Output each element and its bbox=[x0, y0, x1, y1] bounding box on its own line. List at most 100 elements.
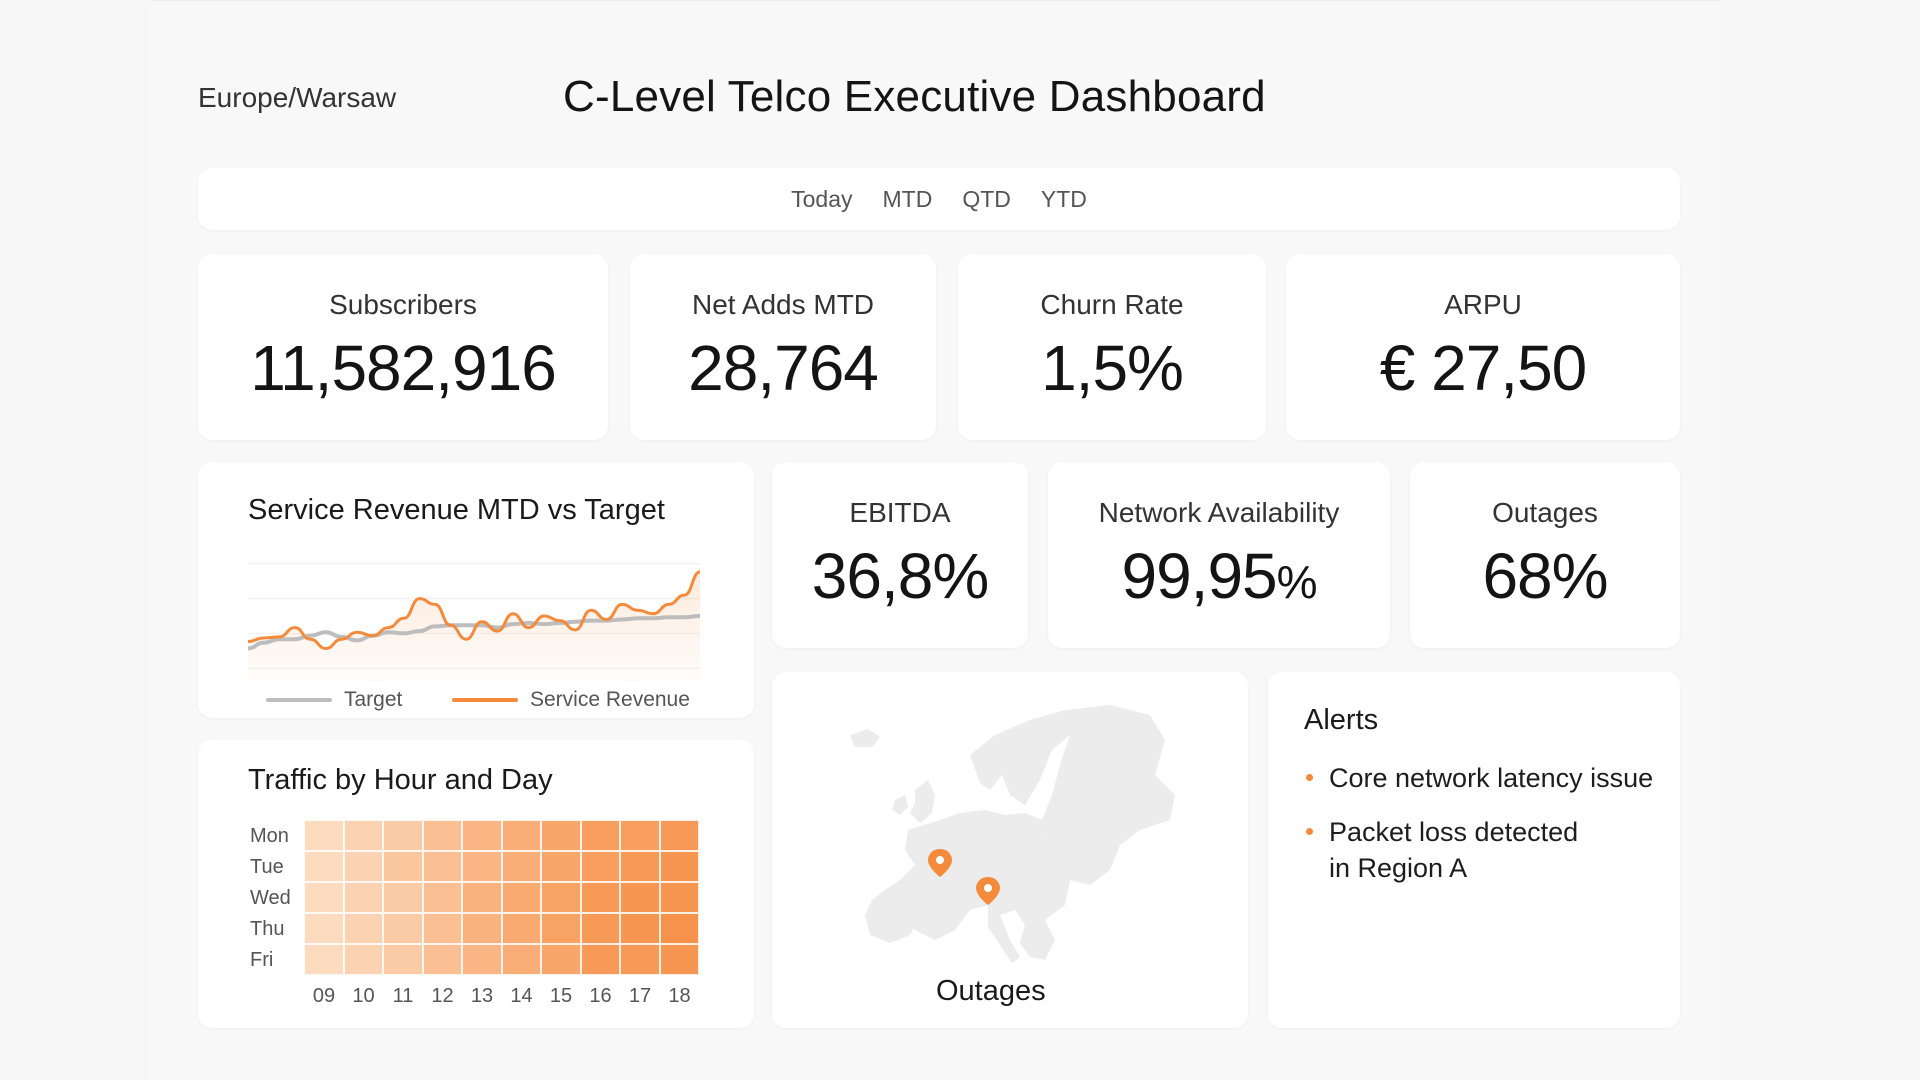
heatmap-cell[interactable] bbox=[541, 944, 581, 975]
heatmap-cell[interactable] bbox=[422, 820, 462, 851]
alert-text: Packet loss detected in Region A bbox=[1329, 814, 1578, 886]
heatmap-cell[interactable] bbox=[659, 913, 699, 944]
heatmap-cell[interactable] bbox=[659, 944, 699, 975]
heatmap-cell[interactable] bbox=[541, 820, 581, 851]
alert-item-1[interactable]: Core network latency issue bbox=[1306, 760, 1653, 796]
heatmap-cell[interactable] bbox=[304, 820, 344, 851]
heatmap-cell[interactable] bbox=[620, 882, 660, 913]
heatmap-cell[interactable] bbox=[383, 882, 423, 913]
period-qtd-button[interactable]: QTD bbox=[962, 182, 1011, 217]
heatmap-cell[interactable] bbox=[580, 944, 620, 975]
kpi-label: ARPU bbox=[1444, 289, 1522, 320]
revenue-line-chart bbox=[248, 563, 700, 682]
heatmap-cell[interactable] bbox=[659, 820, 699, 851]
heatmap-cell[interactable] bbox=[462, 820, 502, 851]
heatmap-cell[interactable] bbox=[501, 851, 541, 882]
europe-map[interactable] bbox=[820, 695, 1200, 975]
heatmap-row-label: Thu bbox=[250, 918, 285, 940]
map-caption: Outages bbox=[936, 975, 1046, 1007]
heatmap-cell[interactable] bbox=[304, 913, 344, 944]
heatmap-col-label: 15 bbox=[549, 985, 573, 1007]
heatmap-cell[interactable] bbox=[383, 851, 423, 882]
heatmap-cell[interactable] bbox=[383, 944, 423, 975]
kpi-value: 28,764 bbox=[688, 332, 879, 404]
heatmap-cell[interactable] bbox=[422, 944, 462, 975]
heatmap-cell[interactable] bbox=[383, 913, 423, 944]
heatmap-title: Traffic by Hour and Day bbox=[248, 764, 553, 796]
heatmap-cell[interactable] bbox=[620, 820, 660, 851]
legend-revenue-label: Service Revenue bbox=[530, 688, 690, 711]
heatmap-cell[interactable] bbox=[343, 851, 383, 882]
alert-line-1: Core network latency issue bbox=[1329, 763, 1654, 793]
kpi-value: 99,95% bbox=[1121, 539, 1317, 613]
alert-line-1: Packet loss detected bbox=[1329, 817, 1579, 847]
outage-pin-2[interactable] bbox=[976, 877, 1000, 905]
period-selector: Today MTD QTD YTD bbox=[198, 168, 1680, 230]
heatmap-cell[interactable] bbox=[462, 851, 502, 882]
outage-pin-1[interactable] bbox=[928, 849, 952, 877]
period-today-button[interactable]: Today bbox=[791, 182, 852, 217]
heatmap-cell[interactable] bbox=[580, 851, 620, 882]
heatmap-cell[interactable] bbox=[304, 851, 344, 882]
kpi-arpu-card[interactable]: ARPU € 27,50 bbox=[1286, 254, 1680, 440]
heatmap-cell[interactable] bbox=[343, 913, 383, 944]
kpi-label: Subscribers bbox=[329, 289, 477, 320]
heatmap-cell[interactable] bbox=[422, 882, 462, 913]
kpi-ebitda-card[interactable]: EBITDA 36,8% bbox=[772, 462, 1028, 648]
alert-bullet-icon bbox=[1306, 828, 1313, 835]
alert-item-2[interactable]: Packet loss detected in Region A bbox=[1306, 814, 1578, 886]
kpi-net-adds-card[interactable]: Net Adds MTD 28,764 bbox=[630, 254, 936, 440]
heatmap-cell[interactable] bbox=[580, 913, 620, 944]
central-europe-shape bbox=[885, 810, 1070, 940]
heatmap-cell[interactable] bbox=[462, 944, 502, 975]
heatmap-cell[interactable] bbox=[580, 820, 620, 851]
heatmap-cell[interactable] bbox=[304, 882, 344, 913]
page-title: C-Level Telco Executive Dashboard bbox=[563, 72, 1266, 121]
kpi-churn-card[interactable]: Churn Rate 1,5% bbox=[958, 254, 1266, 440]
legend-revenue: Service Revenue bbox=[452, 688, 690, 712]
heatmap-cell[interactable] bbox=[501, 913, 541, 944]
heatmap-cell[interactable] bbox=[462, 913, 502, 944]
heatmap-cell[interactable] bbox=[620, 851, 660, 882]
kpi-label: Network Availability bbox=[1098, 497, 1340, 528]
kpi-subscribers-card[interactable]: Subscribers 11,582,916 bbox=[198, 254, 608, 440]
heatmap-cell[interactable] bbox=[541, 851, 581, 882]
heatmap-col-label: 13 bbox=[470, 985, 494, 1007]
pin-dot bbox=[984, 884, 992, 892]
revenue-series-line bbox=[248, 570, 700, 651]
heatmap-cell[interactable] bbox=[422, 851, 462, 882]
kpi-availability-card[interactable]: Network Availability 99,95% bbox=[1048, 462, 1390, 648]
kpi-label: Churn Rate bbox=[1040, 289, 1184, 320]
target-series-line bbox=[248, 614, 700, 651]
kpi-outages-card[interactable]: Outages 68% bbox=[1410, 462, 1680, 648]
heatmap-cell[interactable] bbox=[659, 851, 699, 882]
pin-dot bbox=[936, 856, 944, 864]
revenue-chart-title: Service Revenue MTD vs Target bbox=[248, 494, 665, 526]
heatmap-col-label: 12 bbox=[431, 985, 454, 1007]
heatmap-cell[interactable] bbox=[383, 820, 423, 851]
heatmap-cell[interactable] bbox=[462, 882, 502, 913]
heatmap-cell[interactable] bbox=[580, 882, 620, 913]
heatmap-cell[interactable] bbox=[541, 913, 581, 944]
heatmap-col-label: 18 bbox=[668, 985, 691, 1007]
period-ytd-button[interactable]: YTD bbox=[1041, 182, 1087, 217]
heatmap-col-label: 11 bbox=[392, 985, 414, 1007]
heatmap-cell[interactable] bbox=[501, 882, 541, 913]
iberia-shape bbox=[865, 885, 920, 943]
heatmap-cell[interactable] bbox=[541, 882, 581, 913]
heatmap-cell[interactable] bbox=[422, 913, 462, 944]
revenue-area bbox=[248, 571, 700, 682]
heatmap-cell[interactable] bbox=[343, 820, 383, 851]
heatmap-cell[interactable] bbox=[343, 944, 383, 975]
heatmap-cell[interactable] bbox=[304, 944, 344, 975]
legend-target: Target bbox=[266, 688, 402, 712]
heatmap-col-label: 14 bbox=[510, 985, 533, 1007]
heatmap-cell[interactable] bbox=[620, 913, 660, 944]
kpi-value-number: 99,95 bbox=[1121, 540, 1277, 612]
period-mtd-button[interactable]: MTD bbox=[882, 182, 932, 217]
heatmap-cell[interactable] bbox=[620, 944, 660, 975]
heatmap-cell[interactable] bbox=[501, 944, 541, 975]
heatmap-cell[interactable] bbox=[343, 882, 383, 913]
heatmap-cell[interactable] bbox=[659, 882, 699, 913]
heatmap-cell[interactable] bbox=[501, 820, 541, 851]
